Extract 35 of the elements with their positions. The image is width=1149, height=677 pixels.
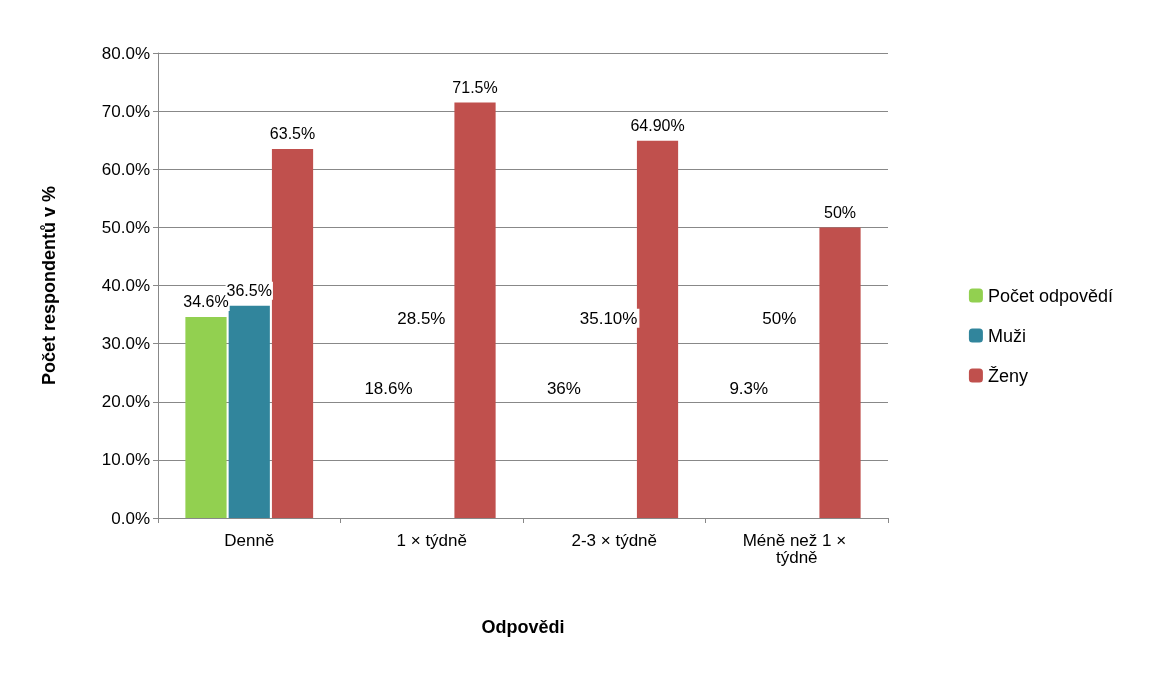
x-tick-label: 1 × týdně [396,531,467,550]
y-tick-label: 80.0% [101,43,150,63]
data-label: 71.5% [452,78,498,96]
x-tick-label: Denně [224,531,275,550]
y-tick-label: 20.0% [101,392,150,412]
legend-label: Muži [987,325,1026,346]
annotation: 18.6% [364,378,413,398]
y-tick-label: 40.0% [101,276,150,295]
annotation: 9.3% [729,378,769,398]
y-tick-label: 10.0% [101,450,150,470]
x-tick-label: 2-3 × týdně [571,531,658,550]
x-tick-label: Méně než 1 × týdně [742,531,851,567]
data-label: 36.5% [226,282,272,300]
data-label: 63.5% [269,125,316,143]
y-tick-label: 0.0% [111,508,150,528]
bar [271,148,314,518]
bar [636,140,679,518]
bar [454,102,496,518]
annotation: 28.5% [397,308,446,328]
y-axis-title: Počet respondentů v % [39,185,59,386]
y-tick-label: 50.0% [101,217,150,237]
data-label: 50% [824,203,857,221]
legend-label: Ženy [987,365,1028,386]
bar [819,227,861,518]
annotation: 35.10% [579,308,638,328]
y-tick-label: 30.0% [101,334,150,354]
bar [228,305,270,518]
annotation: 50% [762,308,797,328]
bar [185,316,227,518]
annotation: 36% [546,378,581,398]
y-tick-label: 60.0% [101,159,150,179]
y-tick-label: 70.0% [101,101,150,121]
data-label: 64.90% [630,117,685,135]
x-axis-title: Odpovědi [481,617,565,637]
legend-label: Počet odpovědí [987,285,1114,306]
